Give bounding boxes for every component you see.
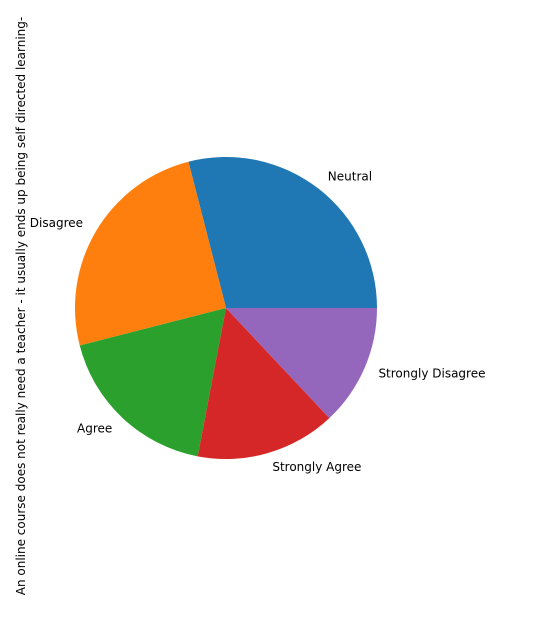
pie-slice-disagree — [74, 161, 226, 346]
pie-slice-neutral — [188, 156, 377, 308]
pie-label-strongly-agree: Strongly Agree — [272, 460, 361, 474]
pie-labels: Neutral Disagree Agree Strongly Agree Strong… — [30, 169, 486, 474]
pie-label-neutral: Neutral — [328, 169, 372, 183]
pie-label-strongly-disagree: Strongly Disagree — [378, 366, 485, 380]
pie-label-agree: Agree — [77, 422, 112, 436]
pie-slice-strongly-agree — [197, 308, 330, 460]
pie-slice-agree — [79, 308, 227, 457]
pie-label-disagree: Disagree — [30, 216, 83, 230]
pie-slice-strongly-disagree — [226, 308, 377, 419]
pie-slices — [74, 156, 377, 460]
